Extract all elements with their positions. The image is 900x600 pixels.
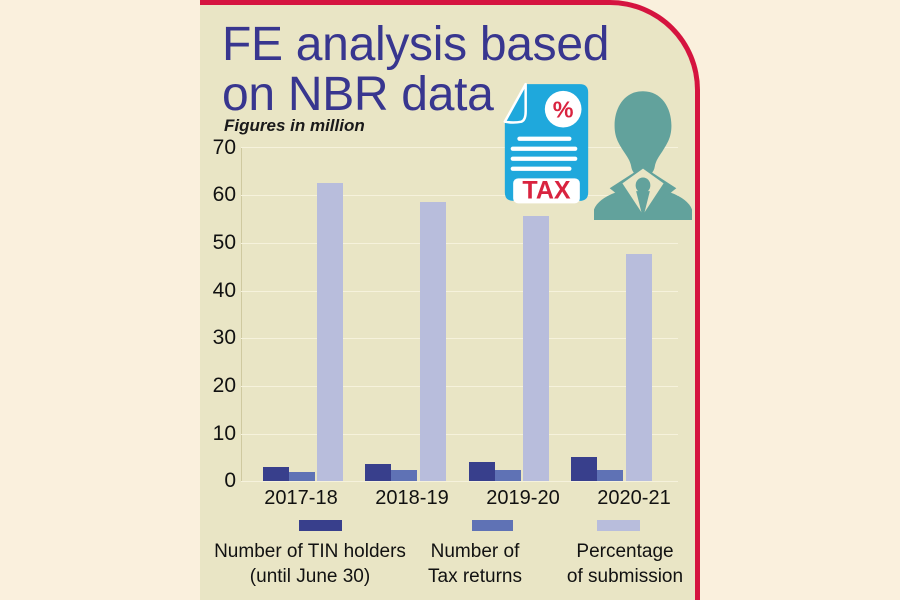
- svg-text:%: %: [553, 97, 574, 123]
- svg-text:TAX: TAX: [522, 176, 570, 204]
